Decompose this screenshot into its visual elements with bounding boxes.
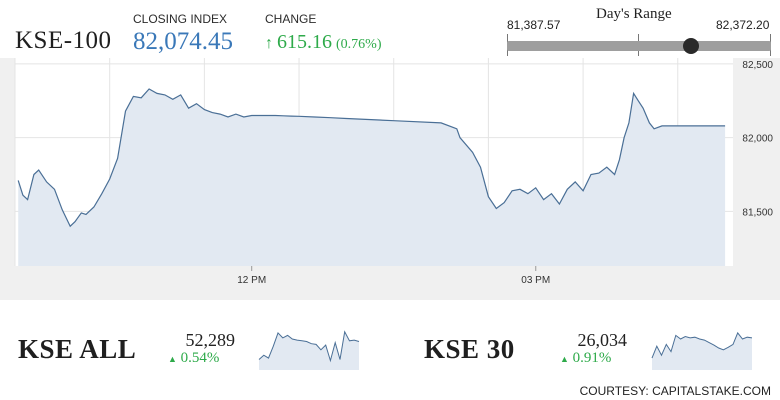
kse-all-change: ▲ 0.54%: [168, 350, 219, 367]
kse-30-value: 26,034: [577, 330, 628, 350]
sparkline-area: [259, 331, 359, 370]
days-range-marker: [682, 38, 699, 54]
change-value: 615.16: [277, 31, 332, 53]
sub-index-panel: [0, 300, 780, 400]
days-range-high: 82,372.20: [716, 18, 770, 32]
kse-30-change: ▲ 0.91%: [560, 350, 611, 367]
days-range-low: 81,387.57: [507, 18, 561, 32]
up-arrow-icon: ↑: [265, 35, 273, 52]
series-area: [18, 89, 726, 266]
up-triangle-icon: ▲: [168, 354, 177, 364]
change-label: CHANGE: [265, 12, 317, 26]
kse-all-value: 52,289: [185, 330, 236, 350]
sparkline-line: [651, 331, 753, 359]
kse-30-change-pct: 0.91%: [572, 350, 612, 366]
days-range-title: Day's Range: [596, 6, 672, 22]
x-tick-label: 03 PM: [521, 275, 550, 286]
up-triangle-icon: ▲: [560, 354, 569, 364]
kse-all-name: KSE ALL: [18, 334, 137, 364]
kse-all-sparkline: [258, 330, 360, 370]
series-line: [17, 88, 726, 228]
kse-all-change-pct: 0.54%: [180, 350, 220, 366]
y-tick-label: 81,500: [742, 207, 773, 218]
sparkline-area: [652, 332, 752, 370]
intraday-chart: 82,500 82,000 81,500 12 PM 03 PM: [14, 58, 773, 286]
change-percent: (0.76%): [336, 37, 382, 52]
change-readout: ↑ 615.16 (0.76%): [265, 31, 382, 54]
courtesy-credit: COURTESY: CAPITALSTAKE.COM: [579, 384, 771, 398]
x-tick-label: 12 PM: [237, 275, 266, 286]
index-name: KSE-100: [15, 27, 112, 54]
closing-index-value: 82,074.45: [133, 28, 233, 55]
y-tick-label: 82,500: [742, 60, 773, 71]
closing-index-label: CLOSING INDEX: [133, 12, 228, 26]
y-tick-label: 82,000: [742, 134, 773, 145]
days-range-track: [507, 41, 771, 51]
kse-30-sparkline: [651, 331, 753, 370]
kse-30-name: KSE 30: [424, 334, 515, 364]
sparkline-line: [258, 330, 360, 363]
